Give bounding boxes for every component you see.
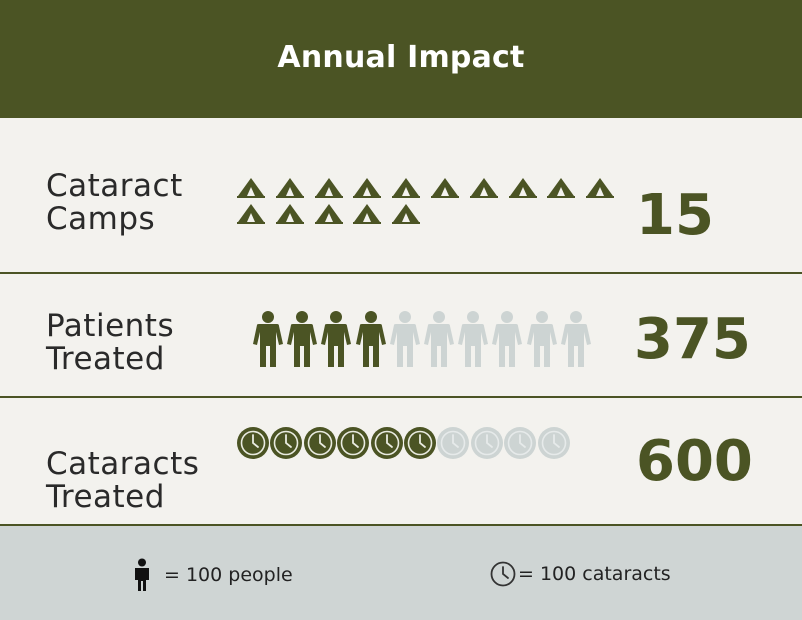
tent-icon bbox=[237, 204, 265, 224]
tent-icon bbox=[353, 178, 382, 198]
legend-people-text: = 100 people bbox=[164, 564, 293, 586]
tent-icon bbox=[237, 178, 265, 198]
person-icon bbox=[526, 311, 557, 367]
person-icon bbox=[560, 311, 591, 367]
legend-cataracts: = 100 cataracts bbox=[490, 561, 671, 587]
tent-icon bbox=[275, 204, 304, 224]
tent-icon bbox=[547, 178, 576, 198]
tent-icon bbox=[275, 178, 304, 198]
tent-icon bbox=[586, 178, 615, 198]
clock-icon bbox=[437, 427, 470, 459]
label-line: Cataract bbox=[46, 168, 183, 204]
legend-people: = 100 people bbox=[132, 558, 293, 592]
legend-footer: = 100 people = 100 cataracts bbox=[0, 526, 802, 620]
person-icon bbox=[253, 311, 283, 367]
clock-icon bbox=[504, 427, 537, 459]
clock-icon bbox=[237, 427, 269, 459]
person-icon bbox=[287, 311, 318, 367]
clock-icon bbox=[370, 427, 403, 459]
row-patients-treated: Patients Treated 375 bbox=[0, 274, 802, 398]
label-line: Cataracts bbox=[46, 446, 200, 482]
label-line: Treated bbox=[46, 479, 165, 515]
clock-icon bbox=[337, 427, 370, 459]
person-icon bbox=[492, 311, 523, 367]
person-icon-row bbox=[252, 310, 597, 370]
clock-icon bbox=[303, 427, 336, 459]
person-icon bbox=[389, 311, 420, 367]
tent-icon-grid bbox=[236, 176, 626, 228]
row-label: Cataract Camps bbox=[46, 170, 183, 236]
clock-icon bbox=[270, 427, 303, 459]
clock-icon-row bbox=[236, 426, 576, 462]
label-line: Camps bbox=[46, 201, 156, 237]
tent-icon bbox=[431, 178, 459, 198]
person-icon bbox=[355, 311, 386, 367]
tent-icon bbox=[508, 178, 537, 198]
person-icon bbox=[135, 558, 149, 591]
camps-value: 15 bbox=[636, 183, 714, 248]
person-icon bbox=[321, 311, 352, 367]
header-banner: Annual Impact bbox=[0, 0, 802, 118]
row-cataract-camps: Cataract Camps 15 bbox=[0, 118, 802, 274]
row-label: Patients Treated bbox=[46, 310, 174, 376]
tent-icon bbox=[469, 178, 498, 198]
clock-icon bbox=[404, 427, 436, 459]
person-icon bbox=[424, 311, 454, 367]
row-label: Cataracts Treated bbox=[46, 448, 199, 514]
label-line: Treated bbox=[46, 341, 165, 377]
cataracts-value: 600 bbox=[636, 429, 753, 494]
clock-icon bbox=[490, 561, 516, 587]
tent-icon bbox=[392, 178, 421, 198]
page-title: Annual Impact bbox=[277, 39, 525, 75]
row-cataracts-treated: Cataracts Treated 600 bbox=[0, 398, 802, 526]
clock-icon bbox=[470, 427, 503, 459]
tent-icon bbox=[314, 204, 343, 224]
tent-icon bbox=[353, 204, 382, 224]
legend-cataracts-text: = 100 cataracts bbox=[518, 563, 671, 585]
label-line: Patients bbox=[46, 308, 175, 344]
tent-icon bbox=[314, 178, 343, 198]
tent-icon bbox=[392, 204, 421, 224]
clock-icon bbox=[537, 427, 570, 459]
person-icon bbox=[458, 311, 489, 367]
patients-value: 375 bbox=[634, 307, 751, 372]
